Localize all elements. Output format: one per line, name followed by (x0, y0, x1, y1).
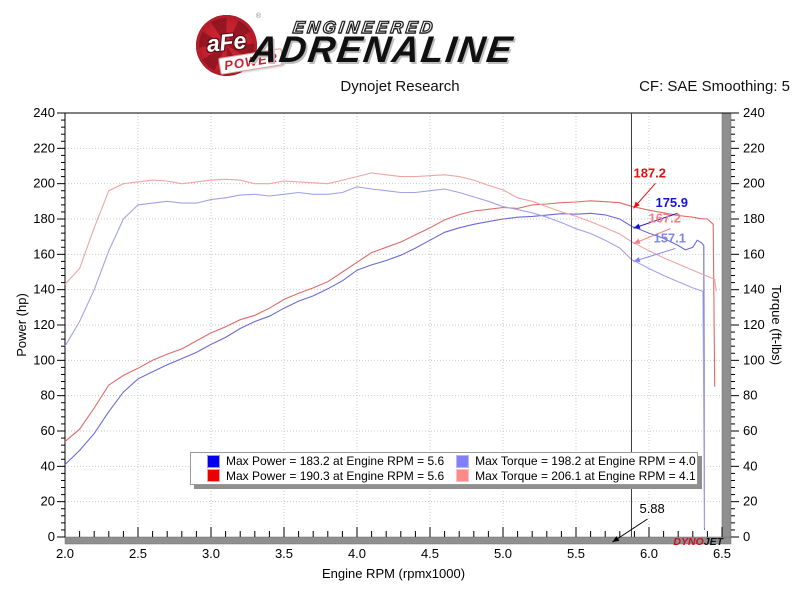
legend-swatch (207, 469, 220, 483)
curve-max-power-tuned (64, 200, 716, 443)
svg-text:157.1: 157.1 (653, 230, 686, 245)
legend-swatch (456, 469, 470, 483)
svg-text:2.5: 2.5 (129, 546, 147, 561)
legend-swatch (207, 454, 220, 468)
svg-text:120: 120 (743, 317, 765, 332)
svg-text:0: 0 (48, 529, 55, 544)
axis-tick-labels: 0 0 20 20 40 40 60 60 80 80 100 100 120 120 140 140 160 1… (33, 105, 764, 561)
curve-max-torque-tuned (64, 172, 717, 292)
svg-text:220: 220 (743, 140, 765, 155)
curve-max-torque-baseline (64, 186, 706, 529)
svg-text:180: 180 (33, 211, 55, 226)
svg-text:3.0: 3.0 (202, 546, 220, 561)
axis-titles: Power (hp) Torque (ft-lbs) Engine RPM (rpm… (14, 285, 784, 581)
svg-text:140: 140 (743, 282, 765, 297)
svg-text:240: 240 (743, 105, 765, 120)
svg-text:187.2: 187.2 (633, 165, 666, 180)
svg-text:0: 0 (743, 529, 750, 544)
svg-text:20: 20 (41, 494, 55, 509)
svg-text:140: 140 (33, 282, 55, 297)
svg-text:2.0: 2.0 (56, 546, 74, 561)
svg-text:5.0: 5.0 (494, 546, 512, 561)
svg-text:5.5: 5.5 (567, 546, 585, 561)
legend-label: Max Torque = 206.1 at Engine RPM = 4.1 (475, 468, 696, 483)
legend-item: Max Torque = 206.1 at Engine RPM = 4.1 (444, 469, 696, 483)
legend-box: Max Power = 183.2 at Engine RPM = 5.6 Max… (190, 452, 698, 485)
svg-text:40: 40 (743, 458, 757, 473)
svg-text:40: 40 (41, 458, 55, 473)
correction-factor-label: CF: SAE Smoothing: 5 (639, 78, 790, 95)
legend-item: Max Power = 190.3 at Engine RPM = 5.6 (195, 469, 444, 483)
axis-ticks (57, 112, 739, 538)
svg-text:175.9: 175.9 (655, 195, 688, 210)
svg-text:80: 80 (41, 388, 55, 403)
svg-text:240: 240 (33, 105, 55, 120)
svg-text:5.88: 5.88 (639, 501, 664, 516)
svg-text:60: 60 (41, 423, 55, 438)
legend-item: Max Torque = 198.2 at Engine RPM = 4.0 (444, 454, 696, 468)
svg-text:80: 80 (743, 388, 757, 403)
svg-text:160: 160 (33, 246, 55, 261)
svg-text:100: 100 (33, 352, 55, 367)
legend-label: Max Power = 183.2 at Engine RPM = 5.6 (226, 454, 445, 469)
svg-text:Engine RPM (rpmx1000): Engine RPM (rpmx1000) (322, 566, 465, 581)
legend-swatch (456, 454, 470, 468)
svg-text:160: 160 (743, 246, 765, 261)
svg-text:100: 100 (743, 352, 765, 367)
svg-text:DYNOJET: DYNOJET (673, 536, 724, 548)
svg-text:180: 180 (743, 211, 765, 226)
legend-item: Max Power = 183.2 at Engine RPM = 5.6 (195, 454, 444, 468)
legend-label: Max Torque = 198.2 at Engine RPM = 4.0 (475, 454, 696, 469)
svg-text:6.0: 6.0 (640, 546, 658, 561)
svg-text:Torque (ft-lbs): Torque (ft-lbs) (769, 285, 784, 365)
svg-text:167.2: 167.2 (648, 211, 681, 226)
legend-label: Max Power = 190.3 at Engine RPM = 5.6 (226, 468, 445, 483)
dynojet-watermark: DYNOJET (673, 536, 724, 548)
svg-text:4.5: 4.5 (421, 546, 439, 561)
svg-text:200: 200 (743, 176, 765, 191)
svg-text:220: 220 (33, 140, 55, 155)
chart-title: Dynojet Research (340, 78, 460, 95)
svg-text:Power (hp): Power (hp) (14, 293, 29, 357)
svg-text:4.0: 4.0 (348, 546, 366, 561)
svg-text:20: 20 (743, 494, 757, 509)
svg-text:3.5: 3.5 (275, 546, 293, 561)
svg-text:120: 120 (33, 317, 55, 332)
curve-max-power-baseline (64, 212, 706, 530)
registered-mark-icon: ® (255, 13, 261, 20)
svg-text:60: 60 (743, 423, 757, 438)
svg-text:200: 200 (33, 176, 55, 191)
svg-text:6.5: 6.5 (713, 546, 731, 561)
